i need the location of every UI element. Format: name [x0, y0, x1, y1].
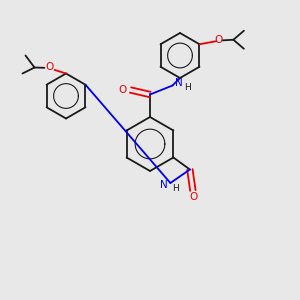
Text: N: N	[160, 179, 168, 190]
Text: O: O	[214, 35, 223, 45]
Text: N: N	[176, 78, 183, 88]
Text: H: H	[172, 184, 179, 193]
Text: H: H	[184, 83, 191, 92]
Text: O: O	[189, 192, 197, 202]
Text: O: O	[119, 85, 127, 95]
Text: O: O	[45, 61, 54, 72]
